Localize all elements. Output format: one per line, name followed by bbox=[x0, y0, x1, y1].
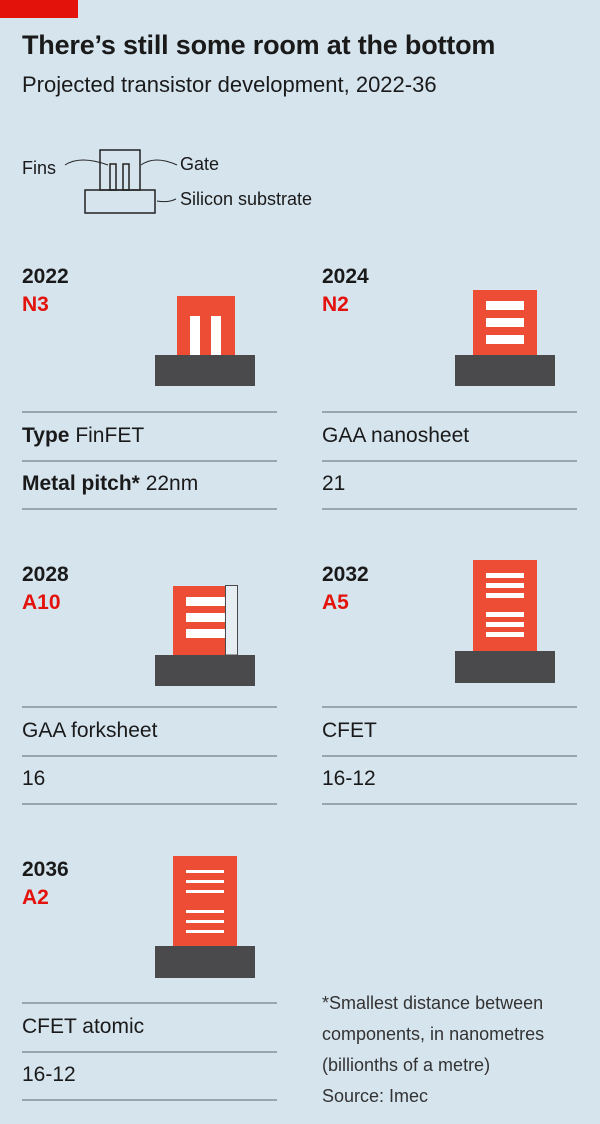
panel-pitch: 16-12 bbox=[322, 767, 376, 790]
divider bbox=[322, 460, 577, 462]
divider bbox=[22, 508, 277, 510]
divider bbox=[22, 755, 277, 757]
panel-year: 2028 bbox=[22, 563, 69, 586]
panel-node: N3 bbox=[22, 293, 49, 316]
panel-pitch: Metal pitch* 22nm bbox=[22, 472, 199, 495]
divider bbox=[22, 1099, 277, 1101]
divider bbox=[322, 755, 577, 757]
divider bbox=[22, 411, 277, 413]
panel-year: 2036 bbox=[22, 858, 69, 881]
divider bbox=[22, 803, 277, 805]
divider bbox=[322, 706, 577, 708]
panel-year: 2032 bbox=[322, 563, 369, 586]
panel-type: CFET atomic bbox=[22, 1015, 145, 1038]
panel-node: A2 bbox=[22, 886, 49, 909]
source-note: Source: Imec bbox=[322, 1086, 429, 1106]
divider bbox=[322, 508, 577, 510]
cfet-diagram bbox=[455, 560, 555, 683]
legend-gate-label: Gate bbox=[180, 154, 220, 174]
legend-substrate-label: Silicon substrate bbox=[180, 189, 313, 209]
panel-node: A5 bbox=[322, 591, 349, 614]
divider bbox=[22, 706, 277, 708]
gaa-forksheet-diagram bbox=[155, 585, 255, 686]
divider bbox=[322, 411, 577, 413]
panel-type: GAA forksheet bbox=[22, 719, 158, 742]
footnote: *Smallest distance between components, i… bbox=[322, 988, 544, 1112]
divider bbox=[22, 1002, 277, 1004]
chart-title: There’s still some room at the bottom bbox=[22, 30, 496, 60]
panel-pitch: 16 bbox=[22, 767, 46, 790]
panel-type: GAA nanosheet bbox=[322, 424, 470, 447]
panel-pitch: 21 bbox=[322, 472, 346, 495]
panel-year: 2022 bbox=[22, 265, 69, 288]
panel-node: A10 bbox=[22, 591, 61, 614]
transistor-legend-diagram bbox=[64, 149, 178, 214]
chart-subtitle: Projected transistor development, 2022-3… bbox=[22, 72, 437, 97]
divider bbox=[322, 803, 577, 805]
panel-type: CFET bbox=[322, 719, 377, 742]
finfet-diagram bbox=[155, 296, 255, 386]
panel-node: N2 bbox=[322, 293, 349, 316]
brand-bar bbox=[0, 0, 78, 18]
cfet-atomic-diagram bbox=[155, 856, 255, 978]
panel-year: 2024 bbox=[322, 265, 369, 288]
divider bbox=[22, 1051, 277, 1053]
legend-fins-label: Fins bbox=[22, 158, 57, 178]
gaa-nanosheet-diagram bbox=[455, 290, 555, 386]
divider bbox=[22, 460, 277, 462]
panel-pitch: 16-12 bbox=[22, 1063, 76, 1086]
panel-type: Type FinFET bbox=[22, 424, 145, 447]
